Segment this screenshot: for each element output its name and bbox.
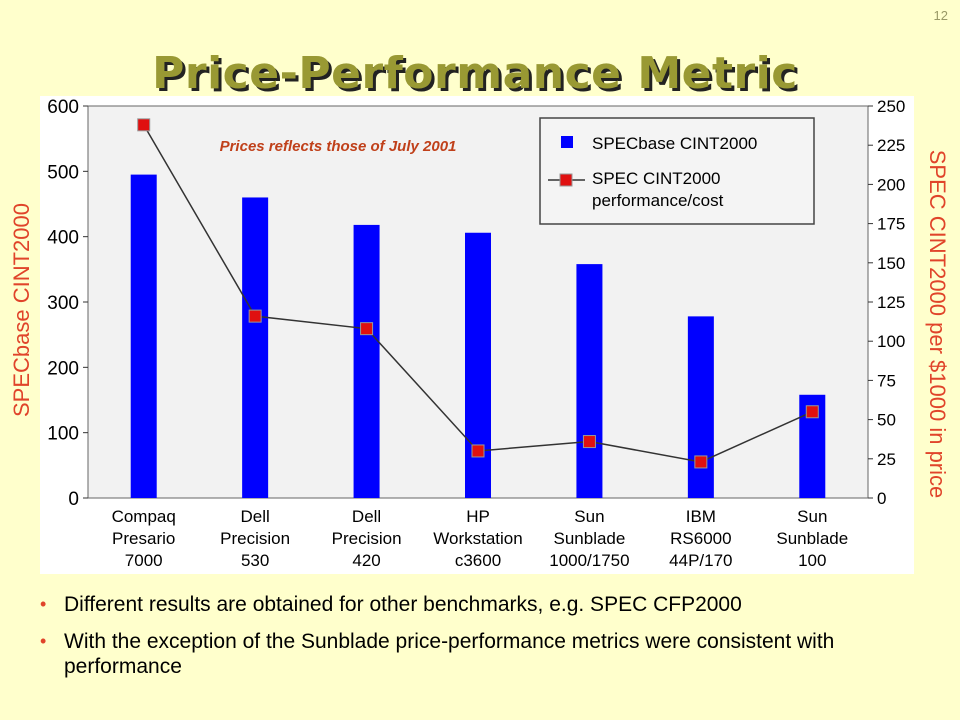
category-label: Dell: [240, 507, 269, 526]
bar: [353, 224, 380, 498]
series-point: [471, 444, 485, 458]
bar: [242, 197, 269, 498]
left-axis-tick-label: 600: [47, 97, 79, 118]
right-axis-tick-label: 150: [877, 254, 905, 273]
right-axis-tick-label: 75: [877, 371, 896, 390]
series-point: [360, 322, 374, 336]
left-axis-tick-label: 100: [47, 424, 79, 445]
category-label: IBM: [686, 507, 716, 526]
series-point: [694, 455, 708, 469]
category-label: Sunblade: [776, 529, 848, 548]
category-label: Sun: [797, 507, 827, 526]
series-point: [805, 405, 819, 419]
legend-box: [539, 117, 815, 225]
left-axis-tick-label: 500: [47, 162, 79, 183]
category-label: 7000: [125, 551, 163, 570]
right-axis-tick-label: 250: [877, 97, 905, 116]
legend-bar-swatch: [561, 136, 573, 148]
bullet-dot-icon: •: [40, 594, 47, 614]
bar: [465, 232, 491, 498]
bullet-list: • Different results are obtained for oth…: [40, 592, 940, 691]
bullet-item: • Different results are obtained for oth…: [40, 592, 940, 617]
right-axis-tick-label: 50: [877, 411, 896, 430]
category-label: 530: [241, 551, 269, 570]
series-point: [582, 435, 596, 449]
left-axis-tick-label: 400: [47, 228, 79, 249]
bullet-text: Different results are obtained for other…: [64, 593, 742, 616]
bullet-text: With the exception of the Sunblade price…: [64, 630, 835, 678]
category-label: Dell: [352, 507, 381, 526]
category-label: 420: [352, 551, 380, 570]
right-axis-tick-label: 225: [877, 136, 905, 155]
bar: [687, 316, 714, 498]
chart-annotation: Prices reflects those of July 2001: [220, 138, 457, 155]
left-axis-tick-label: 0: [68, 489, 79, 510]
category-label: Workstation: [433, 529, 522, 548]
category-label: Sun: [574, 507, 604, 526]
legend-label: SPEC CINT2000: [592, 169, 721, 188]
bar: [130, 174, 157, 498]
right-axis-tick-label: 0: [877, 489, 886, 508]
right-axis-tick-label: 125: [877, 293, 905, 312]
legend-point-swatch: [559, 173, 573, 187]
right-axis-title: SPEC CINT2000 per $1000 in price: [925, 149, 950, 499]
slide-number: 12: [933, 8, 948, 23]
bar: [576, 264, 603, 498]
legend-label: performance/cost: [592, 191, 724, 210]
left-axis-tick-label: 200: [47, 358, 79, 379]
right-axis-tick-label: 100: [877, 332, 905, 351]
series-point: [248, 309, 262, 323]
right-axis-tick-label: 25: [877, 450, 896, 469]
category-label: Sunblade: [554, 529, 626, 548]
left-axis-title: SPECbase CINT2000: [9, 203, 34, 417]
category-label: HP: [466, 507, 490, 526]
chart-container: 0 100 200 300 400 500 600 0 25 50 75 100 125 150 175 20…: [40, 96, 914, 574]
category-label: Precision: [220, 529, 290, 548]
right-axis-tick-label: 175: [877, 215, 905, 234]
category-label: Precision: [332, 529, 402, 548]
slide-title: Price-Performance Metric: [152, 48, 798, 99]
category-label: 44P/170: [669, 551, 732, 570]
bullet-item: • With the exception of the Sunblade pri…: [40, 629, 940, 679]
category-label: RS6000: [670, 529, 731, 548]
bullet-dot-icon: •: [40, 631, 47, 651]
category-label: Compaq: [112, 507, 176, 526]
price-performance-chart: 0 100 200 300 400 500 600 0 25 50 75 100 125 150 175 20…: [47, 97, 905, 570]
category-label: c3600: [455, 551, 501, 570]
right-axis-tick-label: 200: [877, 175, 905, 194]
legend-label: SPECbase CINT2000: [592, 134, 757, 153]
category-label: 100: [798, 551, 826, 570]
series-point: [137, 118, 151, 132]
category-label: 1000/1750: [549, 551, 629, 570]
category-label: Presario: [112, 529, 175, 548]
left-axis-tick-label: 300: [47, 293, 79, 314]
